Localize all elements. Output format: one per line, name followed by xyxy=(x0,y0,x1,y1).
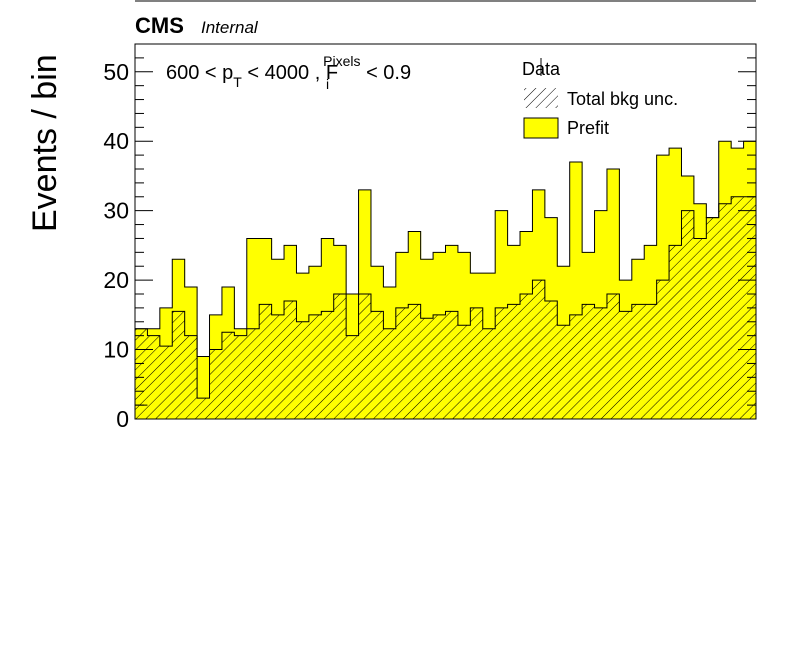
unc-band xyxy=(706,217,720,419)
unc-band xyxy=(259,304,272,419)
unc-band xyxy=(197,398,210,419)
unc-band xyxy=(482,328,496,419)
unc-band xyxy=(246,328,260,419)
prefit-outline xyxy=(135,140,756,419)
unc-band xyxy=(147,335,161,419)
y-tick-label: 20 xyxy=(103,267,129,293)
unc-band xyxy=(619,311,633,419)
unc-band xyxy=(346,335,359,419)
hatch-swatch-icon xyxy=(524,88,558,108)
y-tick-label: 0 xyxy=(116,406,129,432)
unc-band xyxy=(271,314,285,419)
y-tick-label: 50 xyxy=(103,59,129,85)
unc-band xyxy=(308,314,322,419)
unc-band xyxy=(532,280,546,419)
unc-band xyxy=(681,210,695,419)
y-tick-label: 10 xyxy=(103,337,129,363)
y-axis-ticks: 0 10 20 30 40 50 xyxy=(103,43,756,432)
y-tick-label: 40 xyxy=(103,128,129,154)
unc-band xyxy=(209,349,223,419)
unc-band xyxy=(234,335,248,419)
unc-band xyxy=(631,304,645,419)
unc-band xyxy=(718,203,732,419)
unc-band xyxy=(184,335,198,419)
legend-data-label: Data xyxy=(522,59,561,79)
unc-band xyxy=(135,328,148,419)
unc-band xyxy=(284,300,297,419)
unc-band xyxy=(495,307,508,419)
unc-band xyxy=(221,332,235,419)
unc-band xyxy=(544,300,558,419)
y-tick-label: 30 xyxy=(103,198,129,224)
plot-frame xyxy=(134,43,757,420)
prefit-swatch-icon xyxy=(523,117,559,139)
legend-entry-data: Data xyxy=(522,58,561,79)
unc-band xyxy=(296,321,310,419)
unc-band xyxy=(507,304,521,419)
unc-band xyxy=(420,318,434,419)
unc-band xyxy=(159,346,173,419)
bkg-uncertainty xyxy=(135,196,756,419)
legend-prefit-label: Prefit xyxy=(567,118,609,138)
unc-band xyxy=(520,294,533,419)
unc-band xyxy=(445,311,459,419)
unc-band xyxy=(656,280,670,419)
unc-band xyxy=(383,328,397,419)
unc-band xyxy=(457,325,471,419)
unc-band-outline xyxy=(135,196,756,399)
unc-band xyxy=(333,294,347,419)
unc-band xyxy=(395,307,409,419)
unc-band xyxy=(731,196,744,419)
selection-cut-label: 600 < pT < 4000 , FiPixels < 0.9 xyxy=(166,53,411,92)
unc-band xyxy=(370,311,384,419)
unc-band xyxy=(569,314,583,419)
unc-band xyxy=(606,294,620,419)
legend-unc-label: Total bkg unc. xyxy=(567,89,678,109)
legend-entry-prefit: Prefit xyxy=(523,117,609,139)
unc-band xyxy=(172,311,185,419)
unc-band xyxy=(644,304,657,419)
experiment-label: CMS xyxy=(135,13,184,38)
status-label: Internal xyxy=(201,18,259,37)
unc-band xyxy=(358,294,372,419)
unc-band xyxy=(470,307,484,419)
unc-band xyxy=(433,314,446,419)
legend-entry-unc: Total bkg unc. xyxy=(524,88,678,109)
unc-band xyxy=(408,304,421,419)
unc-band xyxy=(594,307,608,419)
legend: Data Total bkg unc. Prefit xyxy=(522,58,678,139)
unc-band xyxy=(321,311,335,419)
y-axis-label: Events / bin xyxy=(26,54,64,232)
unc-band xyxy=(582,304,595,419)
unc-band xyxy=(669,245,682,419)
unc-band xyxy=(693,238,707,419)
unc-band xyxy=(557,325,570,419)
